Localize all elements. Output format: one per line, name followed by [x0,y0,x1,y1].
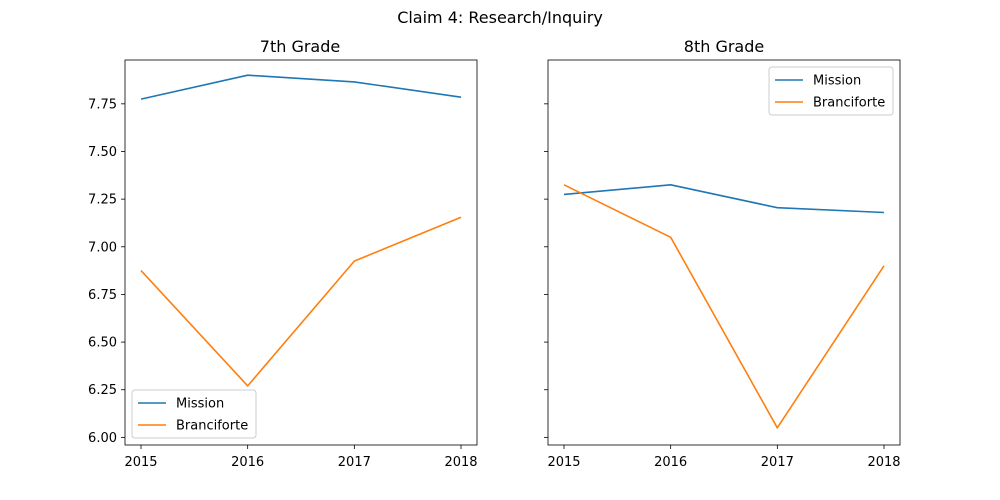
data-point-mission [776,207,778,209]
legend-label-mission: Mission [813,74,861,89]
legend-label-mission: Mission [176,397,224,412]
y-tick-label: 7.00 [88,240,117,255]
data-point-mission [140,98,142,100]
figure-title: Claim 4: Research/Inquiry [397,8,603,27]
y-tick-label: 7.50 [88,145,117,160]
axes-frame [547,59,901,446]
legend-label-branciforte: Branciforte [176,419,248,434]
series-line-branciforte [563,184,885,429]
data-point-mission [669,184,671,186]
subplot-7th-grade: 7th Grade 2015 2016 2017 2018 6.00 6.25 6.50 6.… [88,37,478,470]
y-tick-label: 6.00 [88,431,117,446]
legend-box [768,66,894,116]
legend-box [131,389,257,439]
y-tick-label: 6.75 [88,288,117,303]
data-point-mission [353,81,355,83]
data-point-branciforte [776,427,778,429]
series-line-mission [563,184,885,214]
x-tick-label: 2016 [231,455,264,470]
data-point-mission [246,74,248,76]
data-point-mission [460,96,462,98]
data-point-branciforte [669,236,671,238]
x-tick-label: 2017 [338,455,371,470]
series-line-branciforte [140,216,462,387]
x-tick-label: 2018 [867,455,900,470]
x-tick-label: 2015 [124,455,157,470]
x-tick-label: 2016 [654,455,687,470]
data-point-branciforte [246,385,248,387]
data-point-branciforte [140,269,142,271]
data-point-mission [883,211,885,213]
series-line-mission [140,74,462,100]
legend: Mission Branciforte [768,66,894,116]
y-tick-label: 7.75 [88,97,117,112]
data-point-branciforte [353,260,355,262]
subplot-title: 7th Grade [260,37,340,56]
x-tick-label: 2015 [547,455,580,470]
data-point-mission [563,193,565,195]
y-tick-label: 6.25 [88,383,117,398]
y-tick-label: 7.25 [88,193,117,208]
legend: Mission Branciforte [131,389,257,439]
y-tick-label: 6.50 [88,336,117,351]
legend-label-branciforte: Branciforte [813,96,885,111]
data-point-branciforte [883,265,885,267]
x-tick-label: 2018 [444,455,477,470]
subplot-title: 8th Grade [684,37,764,56]
x-tick-label: 2017 [761,455,794,470]
axes-frame [124,59,478,446]
subplot-8th-grade: 8th Grade 2015 2016 2017 2018 Mission Brancif… [544,37,901,470]
data-point-branciforte [460,216,462,218]
data-point-branciforte [563,184,565,186]
